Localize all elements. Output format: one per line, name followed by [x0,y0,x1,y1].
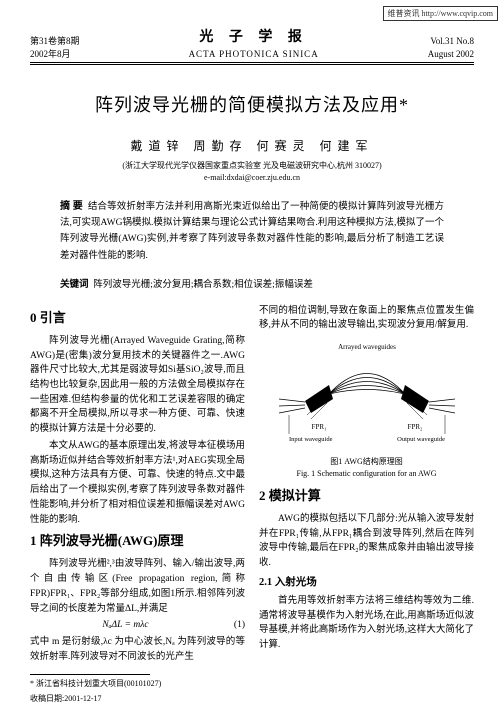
keywords-body: 阵列波导光栅;波分复用;耦合系数;相位误差;振幅误差 [93,280,313,290]
vol-no: Vol.31 No.8 [428,35,474,48]
waveguide-arcs [329,374,405,395]
awg-schematic-svg: Arrayed waveguides [267,339,467,449]
abstract: 摘 要 结合等效折射率方法并利用高斯光束近似给出了一种简便的模拟计算阵列波导光栅… [60,198,444,264]
journal-name-cn: 光 子 学 报 [80,28,428,48]
footnote-rule [30,674,150,675]
footnote-funding: * 浙江省科技计划重大项目(00101027) [30,678,245,690]
affiliation: (浙江大学现代光学仪器国家重点实验室 光及电磁波研究中心,杭州 310027) [30,160,474,171]
section-2-heading: 2 模拟计算 [259,486,474,506]
para: 本文从AWG的基本原理出发,将波导本征模场用高斯场近似并结合等效折射率方法¹,对… [30,439,245,527]
figure-1: Arrayed waveguides [259,339,474,480]
pub-date: 2002年8月 [30,48,80,61]
abstract-body: 结合等效折射率方法并利用高斯光束近似给出了一种简便的模拟计算阵列波导光栅方法,可… [60,202,444,260]
header-left: 第31卷第8期 2002年8月 [30,35,80,60]
month-year: August 2002 [428,48,474,61]
fig-label-top: Arrayed waveguides [338,343,396,351]
figure-caption-en: Fig. 1 Schematic configuration for an AW… [259,469,474,479]
fig-fpr2: FPR₂ [407,423,422,431]
para: 阵列波导光栅²,³由波导阵列、输入/输出波导,两个自由传输区(Free prop… [30,557,245,616]
body-columns: 0 引言 阵列波导光栅(Arrayed Waveguide Grating,简称… [30,304,474,706]
equation-formula: NₐΔL = mλc [30,618,221,633]
left-column: 0 引言 阵列波导光栅(Arrayed Waveguide Grating,简称… [30,304,245,706]
equation-number: (1) [221,618,245,633]
header-rule [30,64,474,65]
section-1-heading: 1 阵列波导光栅(AWG)原理 [30,531,245,551]
para: 阵列波导光栅(Arrayed Waveguide Grating,简称AWG)是… [30,334,245,437]
page-header: 第31卷第8期 2002年8月 光 子 学 报 ACTA PHOTONICA S… [30,28,474,63]
section-0-heading: 0 引言 [30,308,245,328]
fig-output-label: Output waveguide [397,436,445,443]
watermark: 维普资讯 http://www.cqvip.com [383,6,498,21]
para: 式中 m 是衍射级,λc 为中心波长,Nₐ 为阵列波导的等效折射率.阵列波导对不… [30,635,245,664]
page: 第31卷第8期 2002年8月 光 子 学 报 ACTA PHOTONICA S… [0,0,504,715]
equation-1: NₐΔL = mλc (1) [30,618,245,633]
para: AWG的模拟包括以下几部分:光从输入波导发射并在FPR₁传输,从FPR₁耦合到波… [259,512,474,571]
fig-input-label: Input waveguide [289,436,333,443]
authors: 戴道锌 周勤存 何赛灵 何建军 [30,137,474,154]
header-right: Vol.31 No.8 August 2002 [428,35,474,60]
volume-issue: 第31卷第8期 [30,35,80,48]
keywords: 关键词 阵列波导光栅;波分复用;耦合系数;相位误差;振幅误差 [60,276,444,290]
paper-title: 阵列波导光栅的简便模拟方法及应用* [30,91,474,117]
abstract-label: 摘 要 [60,201,83,212]
right-column: 不同的相位调制,导致在象面上的聚焦点位置发生偏移,并从不同的输出波导输出,实现波… [259,304,474,706]
fig-fpr1: FPR₁ [311,423,326,431]
header-center: 光 子 学 报 ACTA PHOTONICA SINICA [80,28,428,60]
footnote-received: 收稿日期:2001-12-17 [30,693,245,705]
journal-name-en: ACTA PHOTONICA SINICA [80,48,428,61]
para: 不同的相位调制,导致在象面上的聚焦点位置发生偏移,并从不同的输出波导输出,实现波… [259,304,474,333]
para: 首先用等效折射率方法将三维结构等效为二维.通常将波导基模作为入射光场,在此,用高… [259,594,474,653]
contact-email: e-mail:dxdai@coer.zju.edu.cn [30,173,474,182]
keywords-label: 关键词 [60,280,89,290]
section-2-1-heading: 2.1 入射光场 [259,575,474,591]
figure-caption-cn: 图1 AWG结构原理图 [259,457,474,467]
